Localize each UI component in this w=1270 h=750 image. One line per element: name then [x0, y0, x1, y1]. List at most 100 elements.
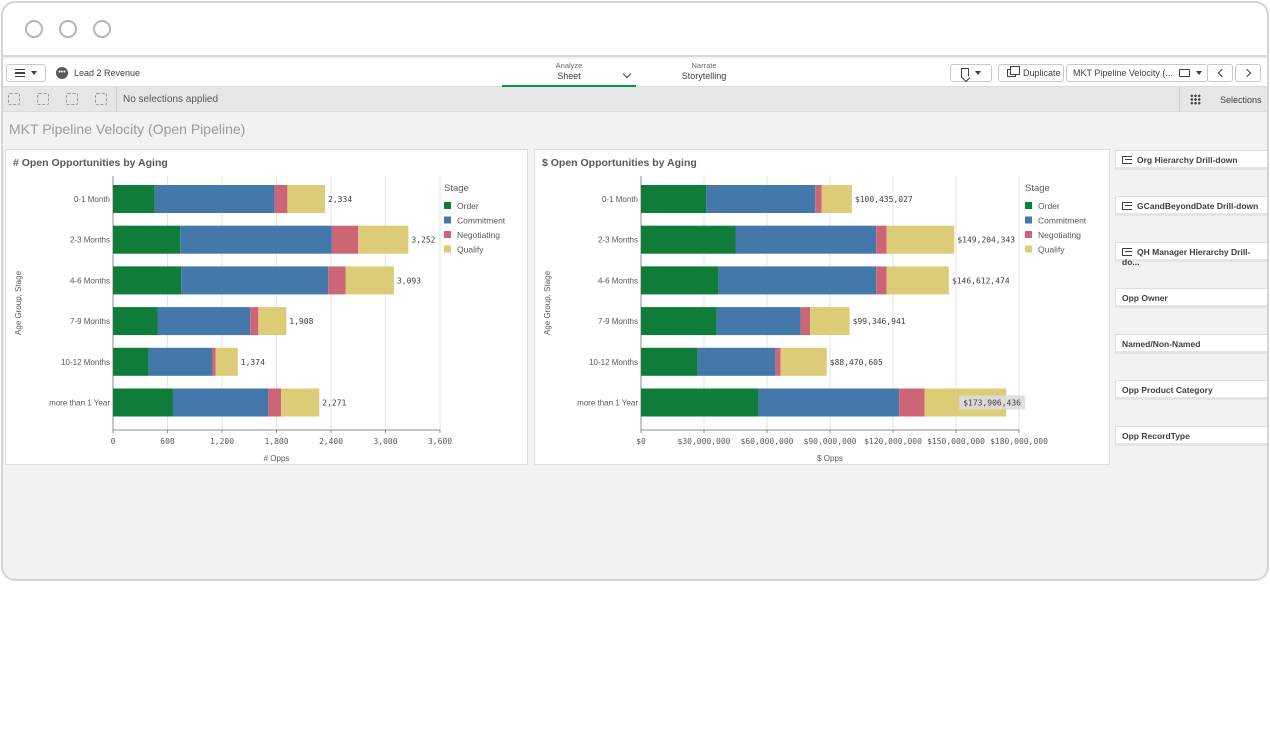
smart-search-icon[interactable]: [8, 93, 20, 105]
step-forward-icon[interactable]: [66, 93, 78, 105]
previous-sheet-button[interactable]: [1207, 64, 1233, 82]
legend-title: Stage: [444, 183, 469, 194]
bar-segment-qualify: [281, 388, 320, 417]
drilldown-icon: [1122, 202, 1132, 210]
chevron-left-icon: [1217, 68, 1226, 78]
filter-opp-owner[interactable]: Opp Owner: [1115, 288, 1267, 308]
category-label: more than 1 Year: [577, 399, 638, 408]
bar-segment-order: [113, 347, 149, 376]
filter-gcandbeyonddate-drill-down[interactable]: GCandBeyondDate Drill-down: [1115, 196, 1267, 216]
duplicate-label: Duplicate: [1023, 68, 1061, 78]
selections-status: No selections applied: [123, 94, 219, 105]
bar-segment-order: [113, 185, 155, 213]
category-label: 10-12 Months: [61, 358, 110, 367]
caret-down-icon: [31, 71, 37, 75]
bar-segment-order: [113, 266, 182, 295]
x-tick-label: $30,000,000: [678, 437, 731, 446]
legend-label: Commitment: [1038, 216, 1087, 226]
legend-swatch: [1025, 245, 1032, 253]
bar-segment-qualify: [886, 225, 955, 254]
bar-segment-commitment: [172, 388, 269, 417]
bar-segment-commitment: [157, 307, 251, 336]
bar-segment-negotiating: [250, 307, 259, 336]
app-name[interactable]: Lead 2 Revenue: [74, 68, 141, 78]
total-label: 3,093: [397, 276, 421, 285]
x-tick-label: $180,000,000: [990, 437, 1048, 446]
legend-label: Order: [457, 201, 479, 211]
bar-segment-order: [641, 185, 707, 213]
x-axis-title: # Opps: [264, 454, 290, 463]
total-label: 2,334: [328, 195, 352, 204]
window-close-button[interactable]: [25, 20, 43, 38]
total-label: 1,908: [289, 317, 313, 326]
bar-segment-commitment: [181, 266, 329, 295]
filter-qh-manager-hierarchy-drill-do[interactable]: QH Manager Hierarchy Drill-do...: [1115, 242, 1267, 267]
chart-panel-count[interactable]: # Open Opportunities by Aging 0 600 1,200 1…: [5, 149, 528, 465]
category-label: 2-3 Months: [598, 236, 638, 245]
step-back-icon[interactable]: [37, 93, 49, 105]
filter-org-hierarchy-drill-down[interactable]: Org Hierarchy Drill-down: [1115, 150, 1267, 170]
main-menu-button[interactable]: [6, 64, 46, 82]
bar-segment-order: [641, 266, 719, 295]
tab-narrate-storytelling[interactable]: Narrate Storytelling: [639, 61, 769, 87]
bar-segment-qualify: [886, 266, 949, 295]
bar-segment-qualify: [821, 185, 852, 213]
duplicate-button[interactable]: Duplicate: [998, 64, 1064, 82]
x-tick-label: $120,000,000: [864, 437, 922, 446]
sheet-selector-button[interactable]: MKT Pipeline Velocity (...: [1066, 64, 1208, 82]
filter-named-non-named[interactable]: Named/Non-Named: [1115, 334, 1267, 354]
app-toolbar: ••• Lead 2 Revenue Analyze Sheet Narrate…: [3, 59, 1267, 87]
chart-panel-amount[interactable]: $ Open Opportunities by Aging $0 $30,000,…: [534, 149, 1110, 465]
bar-segment-negotiating: [876, 266, 887, 295]
legend-label: Negotiating: [457, 230, 500, 240]
bar-segment-negotiating: [212, 347, 216, 376]
total-label: 2,271: [322, 399, 346, 408]
category-label: 4-6 Months: [70, 276, 110, 285]
y-axis-title: Age Group, Stage: [14, 270, 23, 335]
bar-segment-commitment: [706, 185, 816, 213]
total-label-bg: [959, 395, 1026, 410]
selections-button[interactable]: Selections: [1179, 87, 1267, 112]
total-label: $149,204,343: [957, 236, 1015, 245]
chevron-right-icon: [1242, 68, 1251, 78]
drilldown-icon: [1122, 248, 1132, 256]
chart-amount-svg[interactable]: $0 $30,000,000 $60,000,000 $90,000,000 $120,…: [535, 150, 1111, 466]
window-minimize-button[interactable]: [59, 20, 77, 38]
clear-selections-icon[interactable]: [95, 93, 107, 105]
x-tick-label: 2,400: [319, 437, 343, 446]
x-tick-label: 3,600: [428, 437, 452, 446]
category-label: more than 1 Year: [49, 399, 110, 408]
filter-label: Opp Product Category: [1122, 385, 1213, 395]
legend-swatch: [444, 231, 451, 238]
x-axis-title: $ Opps: [817, 454, 843, 463]
filter-opp-product-category[interactable]: Opp Product Category: [1115, 380, 1267, 400]
legend-swatch: [1025, 216, 1032, 224]
grid-icon: [1190, 94, 1201, 105]
tab-sub-label: Narrate: [691, 61, 717, 70]
tab-analyze-sheet[interactable]: Analyze Sheet: [502, 61, 636, 87]
legend-swatch: [1025, 202, 1032, 209]
bookmark-button[interactable]: [950, 64, 992, 82]
legend-swatch: [444, 202, 451, 209]
bar-segment-commitment: [697, 347, 776, 376]
bar-segment-negotiating: [328, 266, 346, 295]
tab-sub-label: Analyze: [555, 61, 583, 70]
x-tick-label: $0: [636, 437, 646, 446]
filter-label: Opp Owner: [1122, 293, 1168, 303]
y-axis-title: Age Group, Stage: [543, 270, 552, 335]
chart-count-svg[interactable]: 0 600 1,200 1,800 2,400 3,000 3,600 # Opps Age G…: [6, 150, 529, 466]
bar-segment-qualify: [358, 225, 409, 254]
sheet-title: MKT Pipeline Velocity (Open Pipeline): [9, 121, 246, 137]
bar-segment-commitment: [180, 225, 332, 254]
bar-segment-order: [641, 347, 698, 376]
window-maximize-button[interactable]: [93, 20, 111, 38]
filter-opp-recordtype[interactable]: Opp RecordType: [1115, 426, 1267, 446]
bar-segment-negotiating: [899, 388, 925, 417]
bar-segment-commitment: [758, 388, 900, 417]
bar-segment-qualify: [780, 347, 827, 376]
next-sheet-button[interactable]: [1235, 64, 1261, 82]
total-label: $99,346,941: [853, 317, 906, 326]
legend-swatch: [444, 245, 451, 253]
total-label: $173,906,436: [963, 399, 1021, 408]
bar-segment-order: [113, 225, 181, 254]
